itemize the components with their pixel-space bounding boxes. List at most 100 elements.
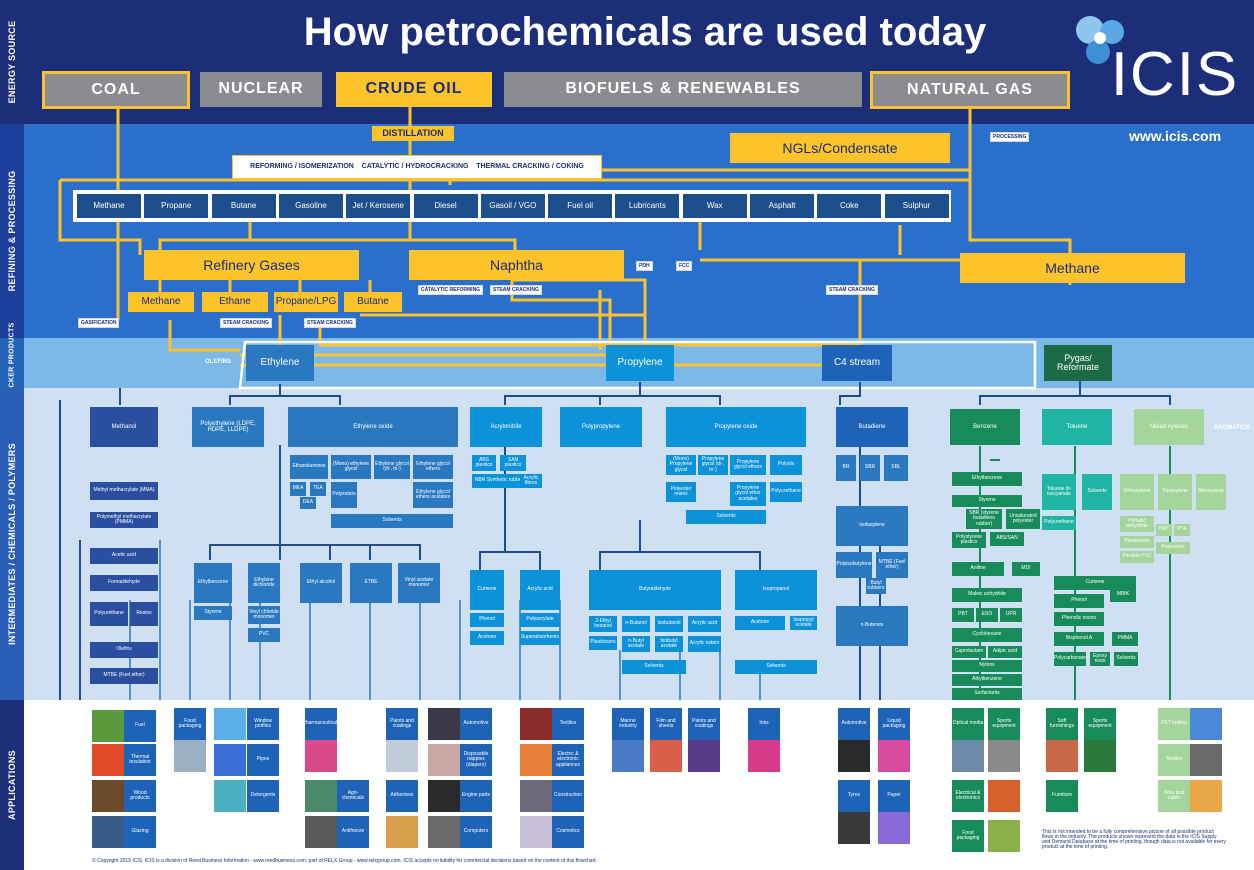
node-phenol2[interactable]: Phenol [1054, 594, 1104, 608]
node-alkylbenzene[interactable]: Alkylbenzene [952, 674, 1022, 686]
node-butyraldehyde[interactable]: Butyraldehyde [589, 570, 721, 610]
ethylene-oxide[interactable]: Ethylene oxide [288, 407, 458, 447]
node-resins[interactable]: Resins [130, 602, 158, 626]
ethylene[interactable]: Ethylene [246, 345, 314, 381]
node-bpa[interactable]: Bisphenol A [1054, 632, 1104, 646]
refinery-product-12[interactable]: Sulphur [884, 194, 949, 218]
node-nbutenes[interactable]: n-Butenes [836, 606, 908, 646]
node-polyurethane[interactable]: Polyurethane [770, 482, 802, 502]
node-solvents4[interactable]: Solvents [622, 660, 686, 674]
node-epoxy[interactable]: Epoxy resin [1090, 652, 1110, 666]
polypropylene[interactable]: Polypropylene [560, 407, 642, 447]
node-maleic[interactable]: Maleic anhydride [952, 588, 1022, 602]
node-butylrubbers[interactable]: Butyl rubbers [866, 578, 886, 594]
node-pgdi[interactable]: Propylene glycol (di-, tri-) [698, 455, 728, 475]
ngl-condensate[interactable]: NGLs/Condensate [730, 133, 950, 163]
node-acetone2[interactable]: Acetone [735, 616, 785, 630]
node-ethylbenzene2[interactable]: Ethylbenzene [194, 563, 232, 603]
node-isobutylacetate[interactable]: Isobutyl acetate [655, 636, 683, 652]
refinery-product-0[interactable]: Methane [77, 194, 141, 218]
c4-stream[interactable]: C4 stream [822, 345, 892, 381]
node-isobutylene[interactable]: Isobutylene [836, 506, 908, 546]
methane-gas[interactable]: Methane [960, 253, 1185, 283]
node-adipic[interactable]: Adipic acid [988, 646, 1022, 658]
node-ipa[interactable]: Isopropyl acetate [790, 616, 817, 630]
node-glycolethers[interactable]: Ethylene glycol (di-, tri-) [374, 455, 410, 479]
node-mea[interactable]: MEA [290, 482, 306, 496]
node-polyisobutylene[interactable]: Polyisobutylene [836, 552, 872, 578]
node-plasticisers2[interactable]: Plasticisers [589, 636, 617, 650]
propylene[interactable]: Propylene [606, 345, 674, 381]
source-natural-gas[interactable]: NATURAL GAS [870, 71, 1070, 109]
node-superabsorbents[interactable]: Superabsorbents [520, 631, 560, 645]
node-isopropanol[interactable]: Isopropanol [735, 570, 817, 610]
node-sbr[interactable]: SBR [860, 455, 880, 481]
butane[interactable]: Butane [344, 292, 402, 312]
node-phenolic[interactable]: Phenolic resins [1054, 612, 1104, 626]
node-abs[interactable]: ABS plastics [472, 455, 496, 471]
source-coal[interactable]: COAL [42, 71, 190, 109]
node-glycol[interactable]: (Mono) ethylene glycol [331, 455, 371, 479]
refinery-product-6[interactable]: Gasoil / VGO [480, 194, 545, 218]
node-polyols[interactable]: Polyols [770, 455, 802, 475]
node-pbt[interactable]: PBT [952, 608, 974, 622]
node-vcm[interactable]: Vinyl chloride monomer [248, 606, 280, 624]
node-solvents[interactable]: Solvents [331, 514, 453, 528]
node-styrene2[interactable]: Styrene [194, 606, 232, 620]
node-dmt[interactable]: DMT [1156, 524, 1172, 536]
node-mdi[interactable]: MDI [1012, 562, 1040, 576]
node-metaxylene[interactable]: Metaxylene [1196, 474, 1226, 510]
benzene[interactable]: Benzene [950, 409, 1020, 445]
refinery-product-7[interactable]: Fuel oil [548, 194, 613, 218]
node-olefins[interactable]: Olefins [90, 642, 158, 658]
node-acrylicacid[interactable]: Acrylic acid [520, 570, 560, 610]
node-tea[interactable]: TEA [310, 482, 326, 496]
node-ethylhexanol[interactable]: 2-Ethyl hexanol [589, 616, 617, 632]
node-acetic[interactable]: Acetic acid [90, 548, 158, 564]
acrylonitrile[interactable]: Acrylonitrile [470, 407, 542, 447]
node-eso[interactable]: ESO [976, 608, 998, 622]
node-pmma[interactable]: Polymethyl methacrylate (PMMA) [90, 512, 158, 528]
node-acetone[interactable]: Acetone [470, 631, 504, 645]
node-egacetates[interactable]: Ethylene glycol ethers acetates [413, 482, 453, 508]
propane-lpg[interactable]: Propane/LPG [274, 292, 338, 312]
refinery-product-3[interactable]: Gasoline [278, 194, 343, 218]
polyethylene[interactable]: Polyethylene (LDPE, HDPE, LLDPE) [192, 407, 264, 447]
source-biofuels[interactable]: BIOFUELS & RENEWABLES [504, 72, 862, 107]
node-oxylene[interactable]: Orthoxylene [1120, 474, 1154, 510]
node-dea[interactable]: DEA [300, 497, 316, 509]
rg-methane[interactable]: Methane [128, 292, 194, 312]
node-surfactants[interactable]: Surfactants [952, 688, 1022, 700]
ethane[interactable]: Ethane [202, 292, 268, 312]
node-pg[interactable]: (Mono) Propylene glycol [666, 455, 696, 475]
node-ethylalc[interactable]: Ethyl alcohol [300, 563, 342, 603]
propylene-oxide[interactable]: Propylene oxide [666, 407, 806, 447]
node-ethylbenzene[interactable]: Ethylbenzene [952, 472, 1022, 486]
node-tpu[interactable]: Polyurethane [1042, 516, 1076, 530]
node-pu[interactable]: Polyurethane [90, 602, 128, 626]
website-link[interactable]: www.icis.com [1128, 127, 1222, 144]
node-solvents5[interactable]: Solvents [735, 660, 817, 674]
node-tsolvents[interactable]: Solvents [1082, 474, 1112, 510]
node-san[interactable]: SAN plastics [500, 455, 526, 471]
node-pvc[interactable]: PVC [248, 628, 280, 642]
node-styrene[interactable]: Styrene [952, 495, 1022, 507]
refinery-product-9[interactable]: Wax [682, 194, 747, 218]
node-polyesters[interactable]: Polyesters [331, 482, 357, 508]
node-acrylicesters[interactable]: Acrylic esters [688, 636, 721, 652]
node-pta[interactable]: PTA [1174, 524, 1190, 536]
node-aniline[interactable]: Aniline [952, 562, 1004, 576]
node-nbutylacetate[interactable]: n-Butyl acetate [622, 636, 650, 652]
node-cumene[interactable]: Cumene [470, 570, 504, 610]
node-sbr2[interactable]: SBR (styrene butadiene rubber) [966, 509, 1002, 529]
node-po_solvents[interactable]: Solvents [686, 510, 766, 524]
pygas-reformate[interactable]: Pygas/ Reformate [1044, 345, 1112, 381]
node-solvents3[interactable]: Solvents [1114, 652, 1138, 666]
node-plasticisers[interactable]: Plasticisers [1120, 536, 1154, 548]
methanol[interactable]: Methanol [90, 407, 158, 447]
node-nbutanol[interactable]: n-Butanol [622, 616, 650, 632]
source-crude-oil[interactable]: CRUDE OIL [336, 72, 492, 107]
node-polyacrylate[interactable]: Polyacrylate [520, 613, 560, 627]
node-polystyrene[interactable]: Polystyrene plastics [952, 532, 986, 548]
node-vam[interactable]: Vinyl acetate monomer [398, 563, 440, 603]
